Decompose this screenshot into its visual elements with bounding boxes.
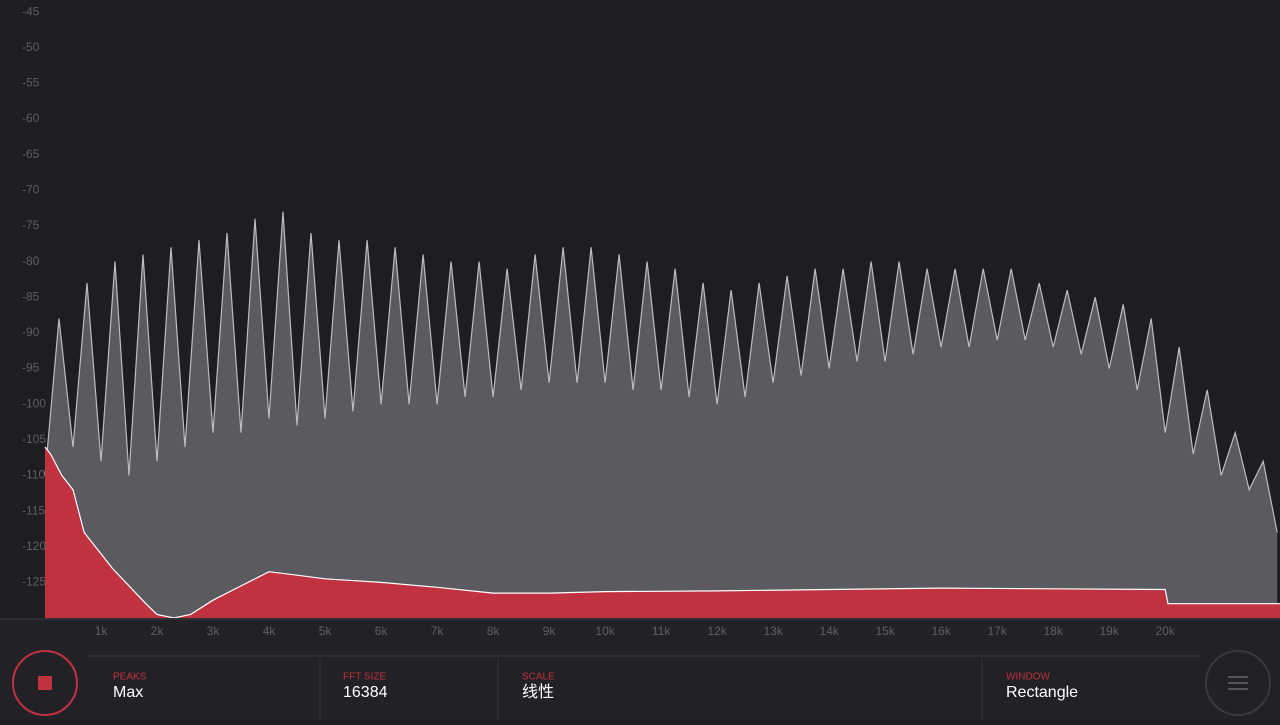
- y-tick-label: -45: [22, 4, 40, 18]
- x-tick-label: 18k: [1043, 624, 1063, 638]
- y-tick-label: -85: [22, 289, 40, 303]
- control-bar: [0, 620, 1280, 720]
- control[interactable]: PEAKS Max: [113, 672, 147, 702]
- menu-button[interactable]: [1205, 650, 1271, 716]
- spectrum-area: [45, 211, 1278, 618]
- y-tick-label: -95: [22, 361, 40, 375]
- x-tick-label: 3k: [207, 624, 221, 638]
- control-value: 线性: [522, 683, 554, 701]
- x-tick-label: 19k: [1099, 624, 1119, 638]
- y-tick-label: -75: [22, 218, 40, 232]
- control-value: Rectangle: [1006, 684, 1078, 701]
- y-tick-label: -60: [22, 111, 40, 125]
- control-value: Max: [113, 684, 143, 701]
- y-tick-label: -55: [22, 76, 40, 90]
- control[interactable]: WINDOW Rectangle: [1006, 672, 1078, 702]
- control-label: SCALE: [522, 672, 555, 683]
- x-tick-label: 6k: [375, 624, 389, 638]
- x-tick-label: 7k: [431, 624, 445, 638]
- x-tick-label: 8k: [487, 624, 501, 638]
- control-value: 16384: [343, 684, 388, 701]
- y-tick-label: -70: [22, 182, 40, 196]
- spectrum-plot: -45 -50 -55 -60 -65 -70 -75 -80 -85 -90 -95 -100 -10…: [0, 4, 1280, 638]
- x-tick-label: 13k: [763, 624, 783, 638]
- control-label: FFT SIZE: [343, 672, 386, 683]
- spectrum-line: [44, 446, 1280, 619]
- menu-ring: [1205, 650, 1271, 716]
- x-tick-label: 17k: [987, 624, 1007, 638]
- x-tick-label: 16k: [931, 624, 951, 638]
- x-tick-label: 14k: [819, 624, 839, 638]
- control[interactable]: SCALE 线性: [522, 672, 555, 702]
- control[interactable]: FFT SIZE 16384: [343, 672, 388, 702]
- x-tick-label: 15k: [875, 624, 895, 638]
- x-tick-label: 5k: [319, 624, 333, 638]
- x-tick-label: 2k: [151, 624, 165, 638]
- control-label: WINDOW: [1006, 672, 1050, 683]
- control-label: PEAKS: [113, 672, 147, 683]
- stop-ring: [12, 650, 78, 716]
- x-tick-label: 9k: [543, 624, 557, 638]
- y-tick-label: -65: [22, 147, 40, 161]
- x-tick-label: 12k: [707, 624, 727, 638]
- y-tick-label: -50: [22, 40, 40, 54]
- stop-icon: [38, 676, 52, 690]
- stop-button[interactable]: [12, 650, 78, 716]
- spectrum-area: [45, 446, 1280, 618]
- y-tick-label: -100: [22, 396, 46, 410]
- y-tick-label: -80: [22, 254, 40, 268]
- x-tick-label: 1k: [95, 624, 109, 638]
- y-tick-label: -115: [22, 503, 45, 517]
- x-tick-label: 11k: [652, 624, 671, 638]
- spectrum-line: [44, 211, 1278, 533]
- y-tick-label: -105: [22, 432, 46, 446]
- x-tick-label: 20k: [1156, 624, 1176, 638]
- x-tick-label: 4k: [263, 624, 277, 638]
- y-tick-label: -110: [22, 468, 45, 482]
- y-tick-label: -125: [22, 575, 46, 589]
- x-tick-label: 10k: [595, 624, 615, 638]
- y-tick-label: -90: [22, 325, 40, 339]
- y-tick-label: -120: [22, 539, 46, 553]
